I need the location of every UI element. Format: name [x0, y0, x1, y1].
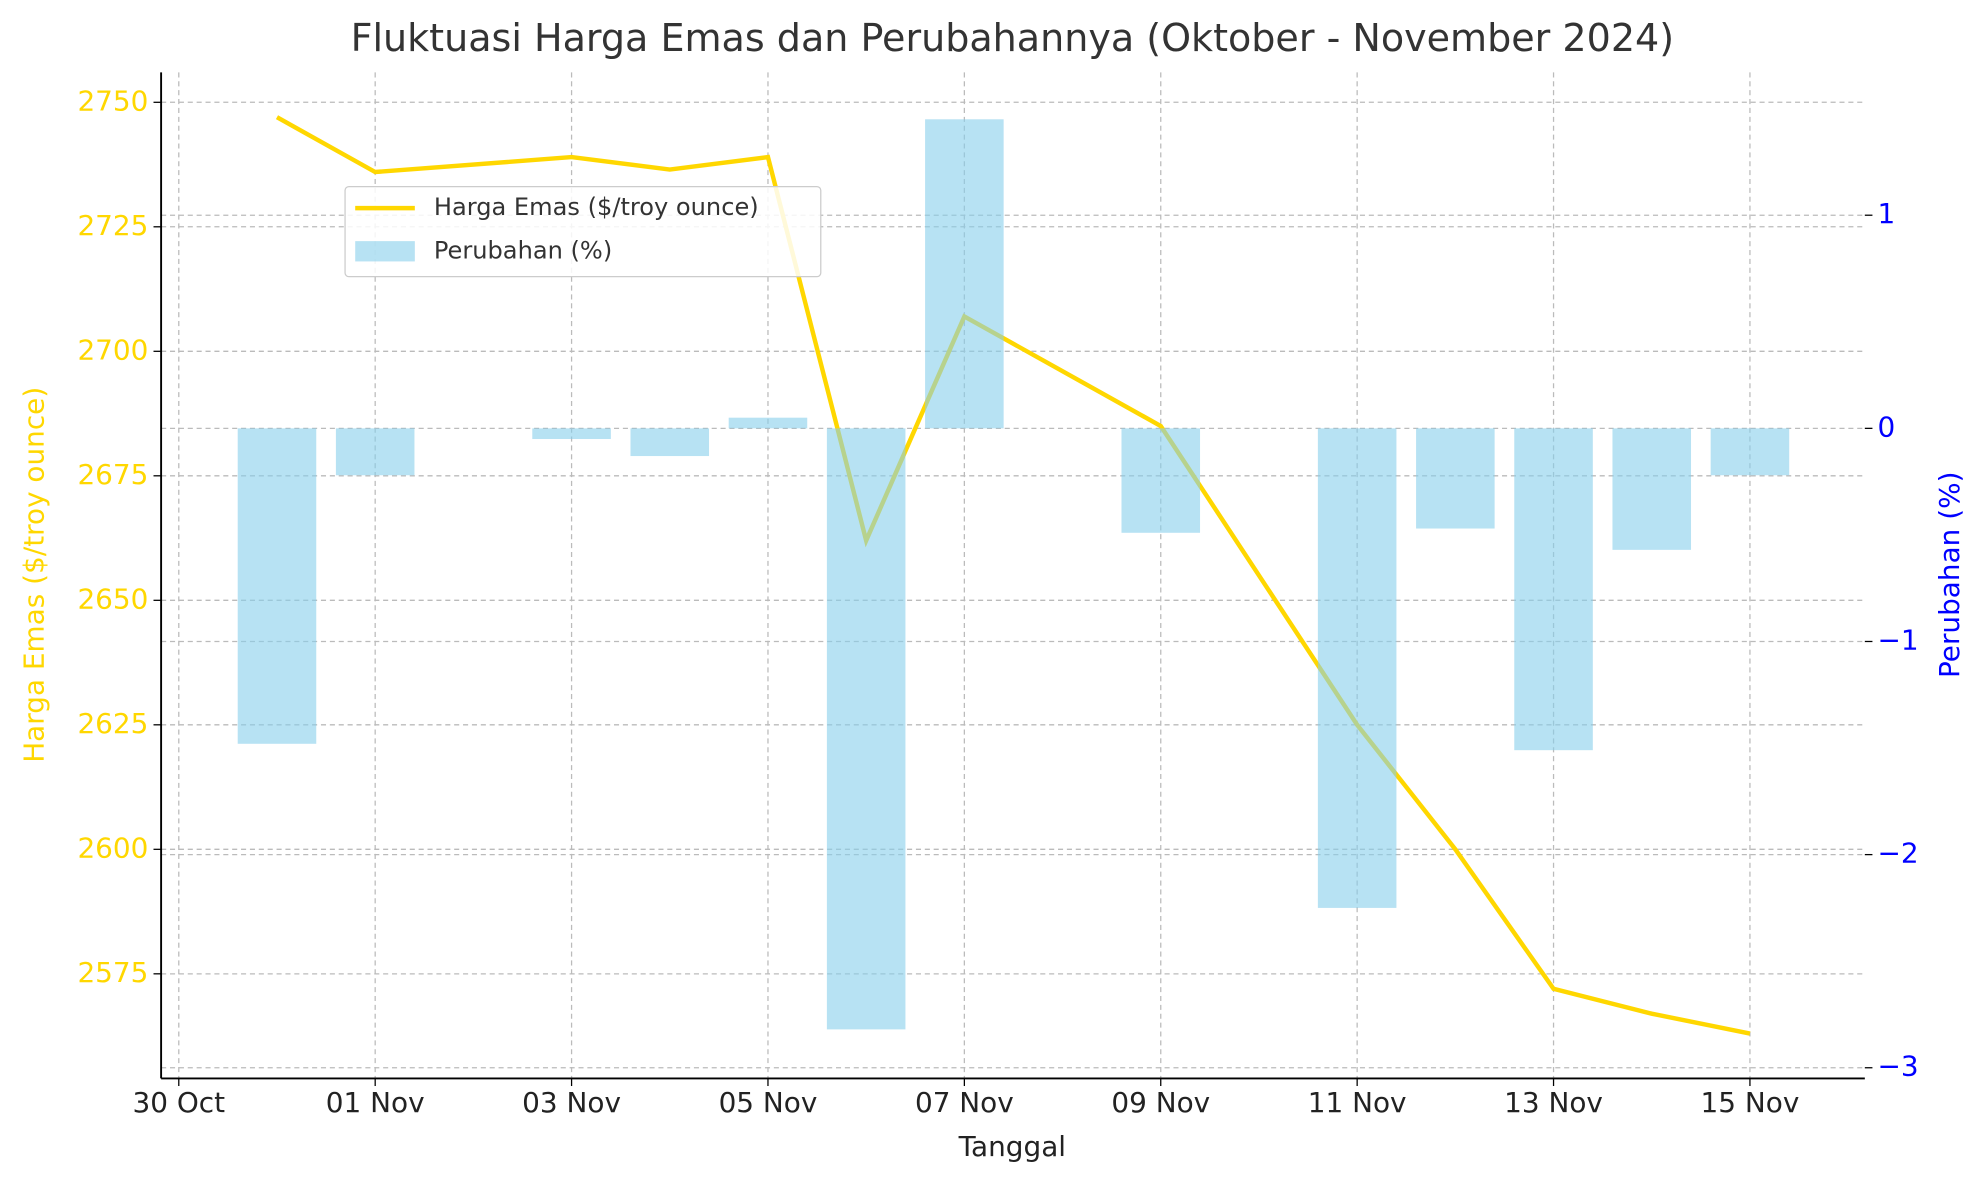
bar	[1710, 428, 1790, 476]
bar	[925, 119, 1004, 429]
legend-box	[344, 185, 822, 278]
legend: Harga Emas ($/troy ounce) Perubahan (%)	[344, 185, 822, 278]
bar	[1612, 428, 1692, 550]
x-tick-label: 09 Nov	[1111, 1086, 1210, 1119]
x-tick-label: 01 Nov	[326, 1086, 425, 1119]
x-tick-label: 07 Nov	[915, 1086, 1014, 1119]
y2-tick-label: −1	[1878, 623, 1919, 656]
y2-tick-label: −2	[1878, 837, 1919, 870]
y-tick-label: 2725	[77, 209, 148, 242]
y2-tick-label: 0	[1878, 410, 1896, 443]
x-tick-label: 05 Nov	[719, 1086, 818, 1119]
y-tick-label: 2600	[77, 831, 148, 864]
y-tick-label: 2700	[77, 333, 148, 366]
bar	[532, 428, 611, 440]
y-tick-label: 2575	[77, 956, 148, 989]
bar	[1121, 428, 1201, 533]
y-axis-label: Harga Emas ($/troy ounce)	[18, 387, 51, 763]
bar	[237, 428, 317, 744]
legend-label: Harga Emas ($/troy ounce)	[434, 193, 759, 221]
y-tick-label: 2675	[77, 458, 148, 491]
x-axis-label: Tanggal	[958, 1130, 1066, 1163]
y-tick-label: 2750	[77, 84, 148, 117]
bar	[1514, 428, 1593, 751]
y2-axis-label: Perubahan (%)	[1933, 472, 1966, 679]
bar	[1416, 428, 1495, 529]
bar	[728, 417, 808, 429]
x-tick-label: 15 Nov	[1701, 1086, 1800, 1119]
legend-label: Perubahan (%)	[434, 236, 612, 264]
bar	[1317, 428, 1397, 908]
x-tick-label: 03 Nov	[522, 1086, 621, 1119]
y-tick-label: 2625	[77, 707, 148, 740]
bar	[335, 428, 415, 476]
bar	[826, 428, 906, 1030]
x-tick-label: 30 Oct	[132, 1086, 225, 1119]
chart-title: Fluktuasi Harga Emas dan Perubahannya (O…	[351, 16, 1675, 60]
y2-tick-label: −3	[1878, 1050, 1919, 1083]
x-tick-label: 11 Nov	[1308, 1086, 1407, 1119]
bar	[630, 428, 710, 457]
x-tick-label: 13 Nov	[1504, 1086, 1603, 1119]
y2-tick-label: 1	[1878, 197, 1896, 230]
y-tick-label: 2650	[77, 582, 148, 615]
legend-swatch	[355, 241, 415, 262]
